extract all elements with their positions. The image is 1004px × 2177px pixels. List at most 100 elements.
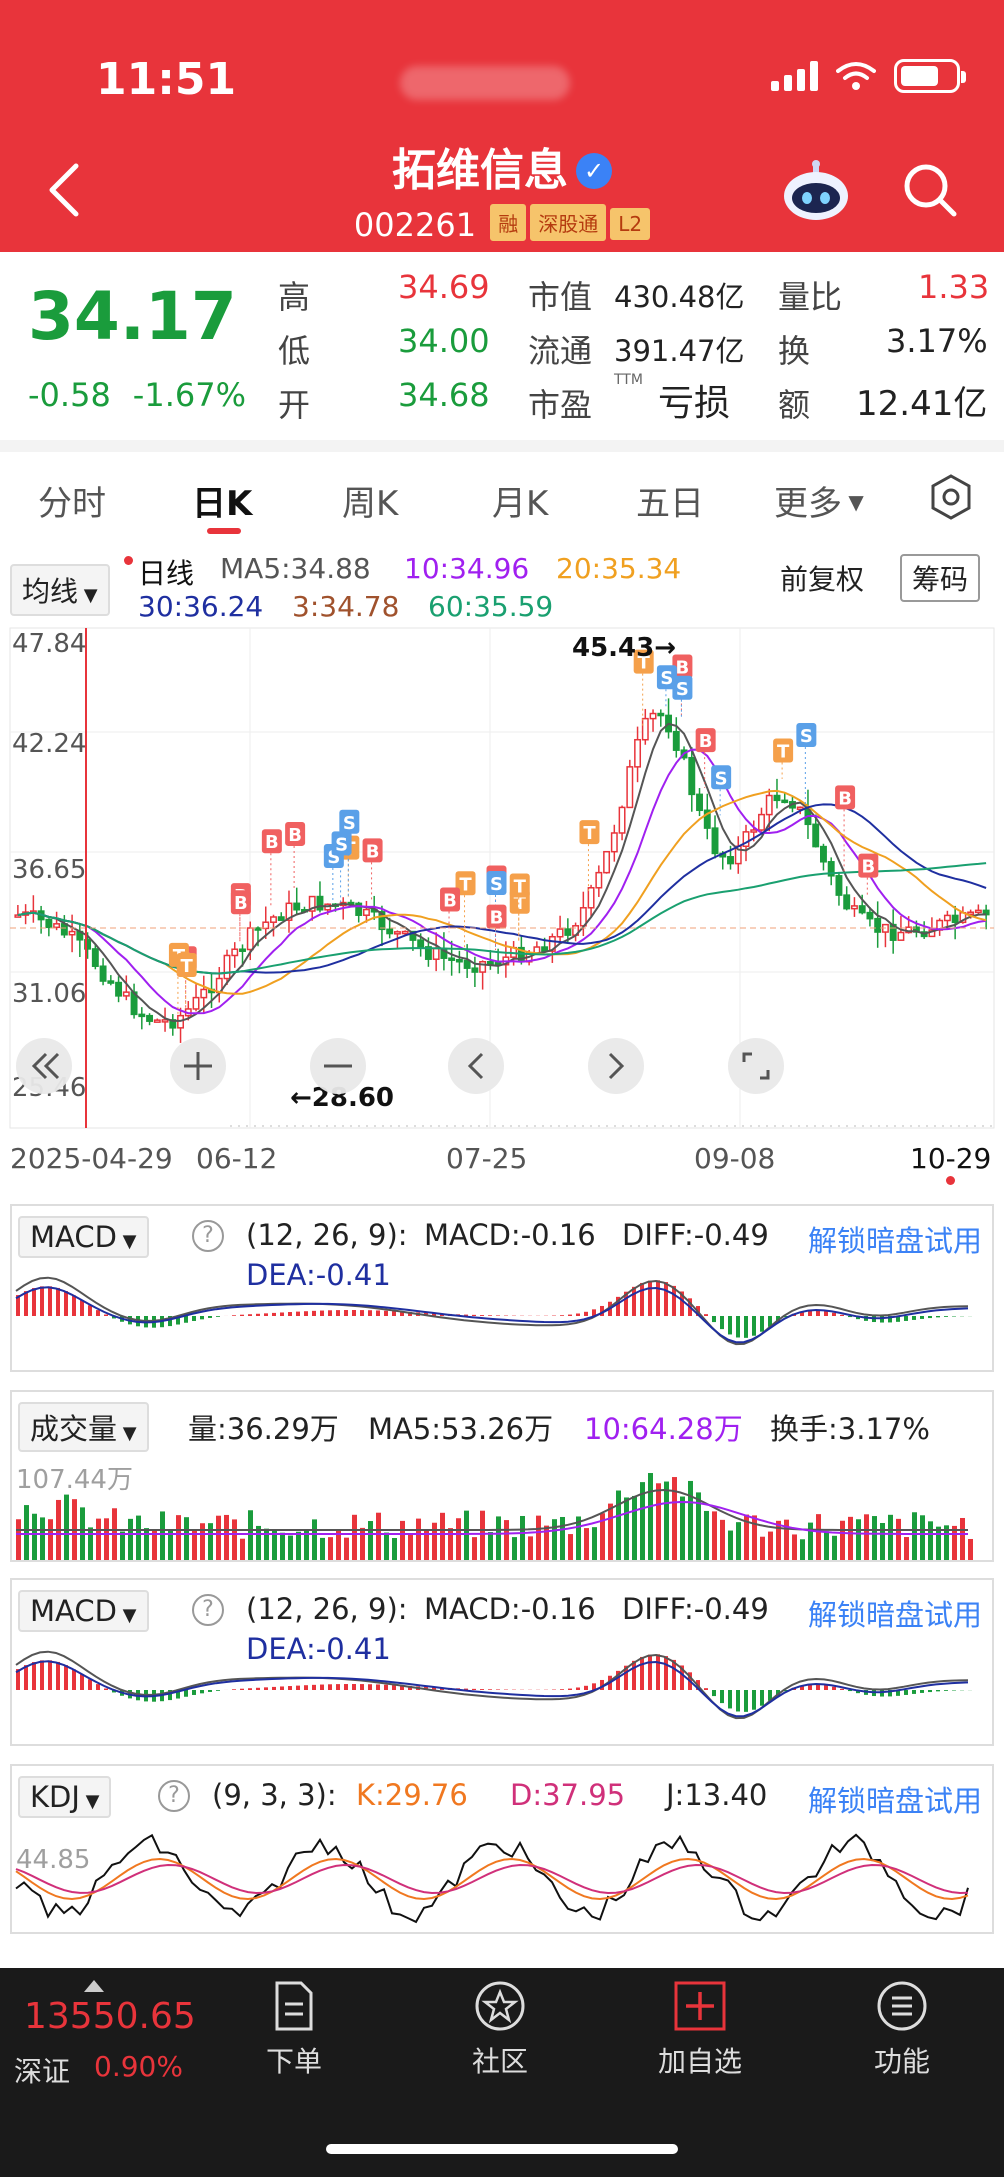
scroll-left-fast-button[interactable]: [16, 1038, 72, 1094]
candle-body: [696, 793, 703, 812]
volume-bar: [712, 1511, 717, 1560]
back-arrow-icon[interactable]: [40, 160, 90, 220]
marker-letter: B: [838, 788, 852, 809]
volume-value: 量:36.29万: [188, 1412, 339, 1446]
macd-indicator-dropdown-2[interactable]: MACD ▼: [18, 1590, 149, 1632]
macd-bar: [888, 1690, 892, 1697]
candle-body: [471, 967, 479, 973]
search-icon[interactable]: [900, 160, 960, 220]
macd-bar: [936, 1690, 940, 1692]
nav-order[interactable]: 下单: [234, 1980, 354, 2080]
ma-dropdown-label: 均线: [22, 575, 79, 608]
marker-badge: [672, 675, 693, 700]
kdj-indicator-dropdown[interactable]: KDJ ▼: [18, 1776, 112, 1818]
index-value[interactable]: 13550.65: [24, 1996, 196, 2037]
ma3-value: 3:34.78: [292, 590, 400, 623]
macd-indicator-dropdown[interactable]: MACD ▼: [18, 1216, 149, 1258]
tab-monthly-k[interactable]: 月K: [492, 484, 549, 524]
macd-panel-1: MACD ▼ ? (12, 26, 9): MACD:-0.16 DIFF:-0…: [10, 1204, 994, 1372]
volume-bar: [120, 1531, 125, 1560]
nav-functions[interactable]: 功能: [842, 1980, 962, 2080]
candle-body: [564, 928, 572, 936]
marker-badge: [440, 887, 461, 912]
macd-bar: [904, 1316, 908, 1321]
chart-settings-icon[interactable]: [926, 472, 976, 522]
volume-bar: [688, 1480, 693, 1560]
macd-bar: [784, 1316, 788, 1318]
caret-down-icon: ▼: [78, 585, 98, 606]
volume-bar: [240, 1538, 245, 1560]
candle-body: [316, 895, 324, 911]
caret-down-icon: ▼: [116, 1605, 137, 1626]
volume-bar: [840, 1520, 845, 1560]
quote-panel: 34.17 -0.58 -1.67% 高 34.69 低 34.00 开 34.6…: [0, 252, 1004, 442]
unlock-trial-link-3[interactable]: 解锁暗盘试用: [807, 1784, 982, 1818]
ma-dropdown[interactable]: 均线 ▼: [10, 564, 110, 616]
macd-bar: [560, 1689, 564, 1690]
macd-bar: [168, 1316, 172, 1327]
adjust-mode-button[interactable]: 前复权: [780, 563, 865, 596]
caret-down-icon: ▼: [79, 1791, 100, 1812]
tab-intraday[interactable]: 分时: [38, 484, 106, 524]
candle-body: [742, 831, 750, 848]
amount-label: 额: [778, 386, 811, 424]
macd-bar: [704, 1688, 708, 1690]
robot-assistant-icon[interactable]: [778, 158, 854, 222]
tab-more[interactable]: 更多 ▼: [774, 476, 864, 525]
zoom-in-button[interactable]: [170, 1038, 226, 1094]
candle-body: [587, 887, 595, 909]
volume-bar: [480, 1510, 485, 1560]
volume-bar: [848, 1516, 853, 1560]
macd-bar: [904, 1690, 908, 1695]
kdj-panel: KDJ ▼ ? (9, 3, 3): K:29.76 D:37.95 J:13.…: [10, 1764, 994, 1934]
macd-bar: [576, 1313, 580, 1316]
candle-body: [796, 806, 804, 811]
candle-body: [850, 905, 858, 910]
macd-bar: [384, 1310, 388, 1316]
macd-bar: [832, 1312, 836, 1316]
latest-date-dot: [946, 1176, 955, 1185]
zoom-out-button[interactable]: [310, 1038, 366, 1094]
macd-bar: [288, 1312, 292, 1316]
help-icon[interactable]: ?: [192, 1594, 224, 1626]
kline-chart[interactable]: BTSTBTSBBBSTBSBSSTBTBBTSSBBTTB 47.84 42.…: [0, 622, 1004, 1142]
volume-bar: [760, 1536, 765, 1560]
help-icon[interactable]: ?: [158, 1780, 190, 1812]
help-icon[interactable]: ?: [192, 1220, 224, 1252]
candle-body: [254, 927, 262, 931]
macd-bar: [848, 1316, 852, 1318]
nav-add-watchlist[interactable]: 加自选: [640, 1980, 760, 2080]
marker-badge: [579, 820, 600, 845]
fullscreen-button[interactable]: [728, 1038, 784, 1094]
candle-body: [231, 948, 239, 957]
home-indicator: [326, 2144, 678, 2154]
open-value: 34.68: [398, 376, 490, 414]
macd-bar: [328, 1310, 332, 1316]
macd-bar: [768, 1690, 772, 1701]
scroll-right-button[interactable]: [588, 1038, 644, 1094]
candle-body: [277, 916, 285, 921]
volume-bar: [496, 1516, 501, 1560]
macd-bar: [824, 1685, 828, 1690]
scroll-left-button[interactable]: [448, 1038, 504, 1094]
unlock-trial-link[interactable]: 解锁暗盘试用: [807, 1224, 982, 1258]
up-arrow-icon: [84, 1980, 104, 1992]
macd-bar: [248, 1314, 252, 1316]
macd-bar: [256, 1313, 260, 1316]
volume-bar: [360, 1527, 365, 1560]
unlock-trial-link-2[interactable]: 解锁暗盘试用: [807, 1598, 982, 1632]
tab-weekly-k[interactable]: 周K: [342, 484, 399, 524]
macd-bar: [304, 1311, 308, 1316]
macd-bar: [464, 1688, 468, 1690]
volume-bar: [368, 1521, 373, 1560]
tab-daily-k[interactable]: 日K: [192, 484, 253, 524]
macd-bar: [944, 1690, 948, 1691]
chips-button[interactable]: 筹码: [900, 554, 981, 602]
candle-body: [703, 809, 711, 829]
status-icons: [771, 56, 966, 96]
float-value: 391.47亿: [614, 334, 745, 368]
tab-five-day[interactable]: 五日: [636, 484, 704, 524]
macd-bar: [600, 1679, 604, 1690]
volume-indicator-dropdown[interactable]: 成交量 ▼: [18, 1402, 149, 1452]
nav-community[interactable]: 社区: [440, 1980, 560, 2080]
